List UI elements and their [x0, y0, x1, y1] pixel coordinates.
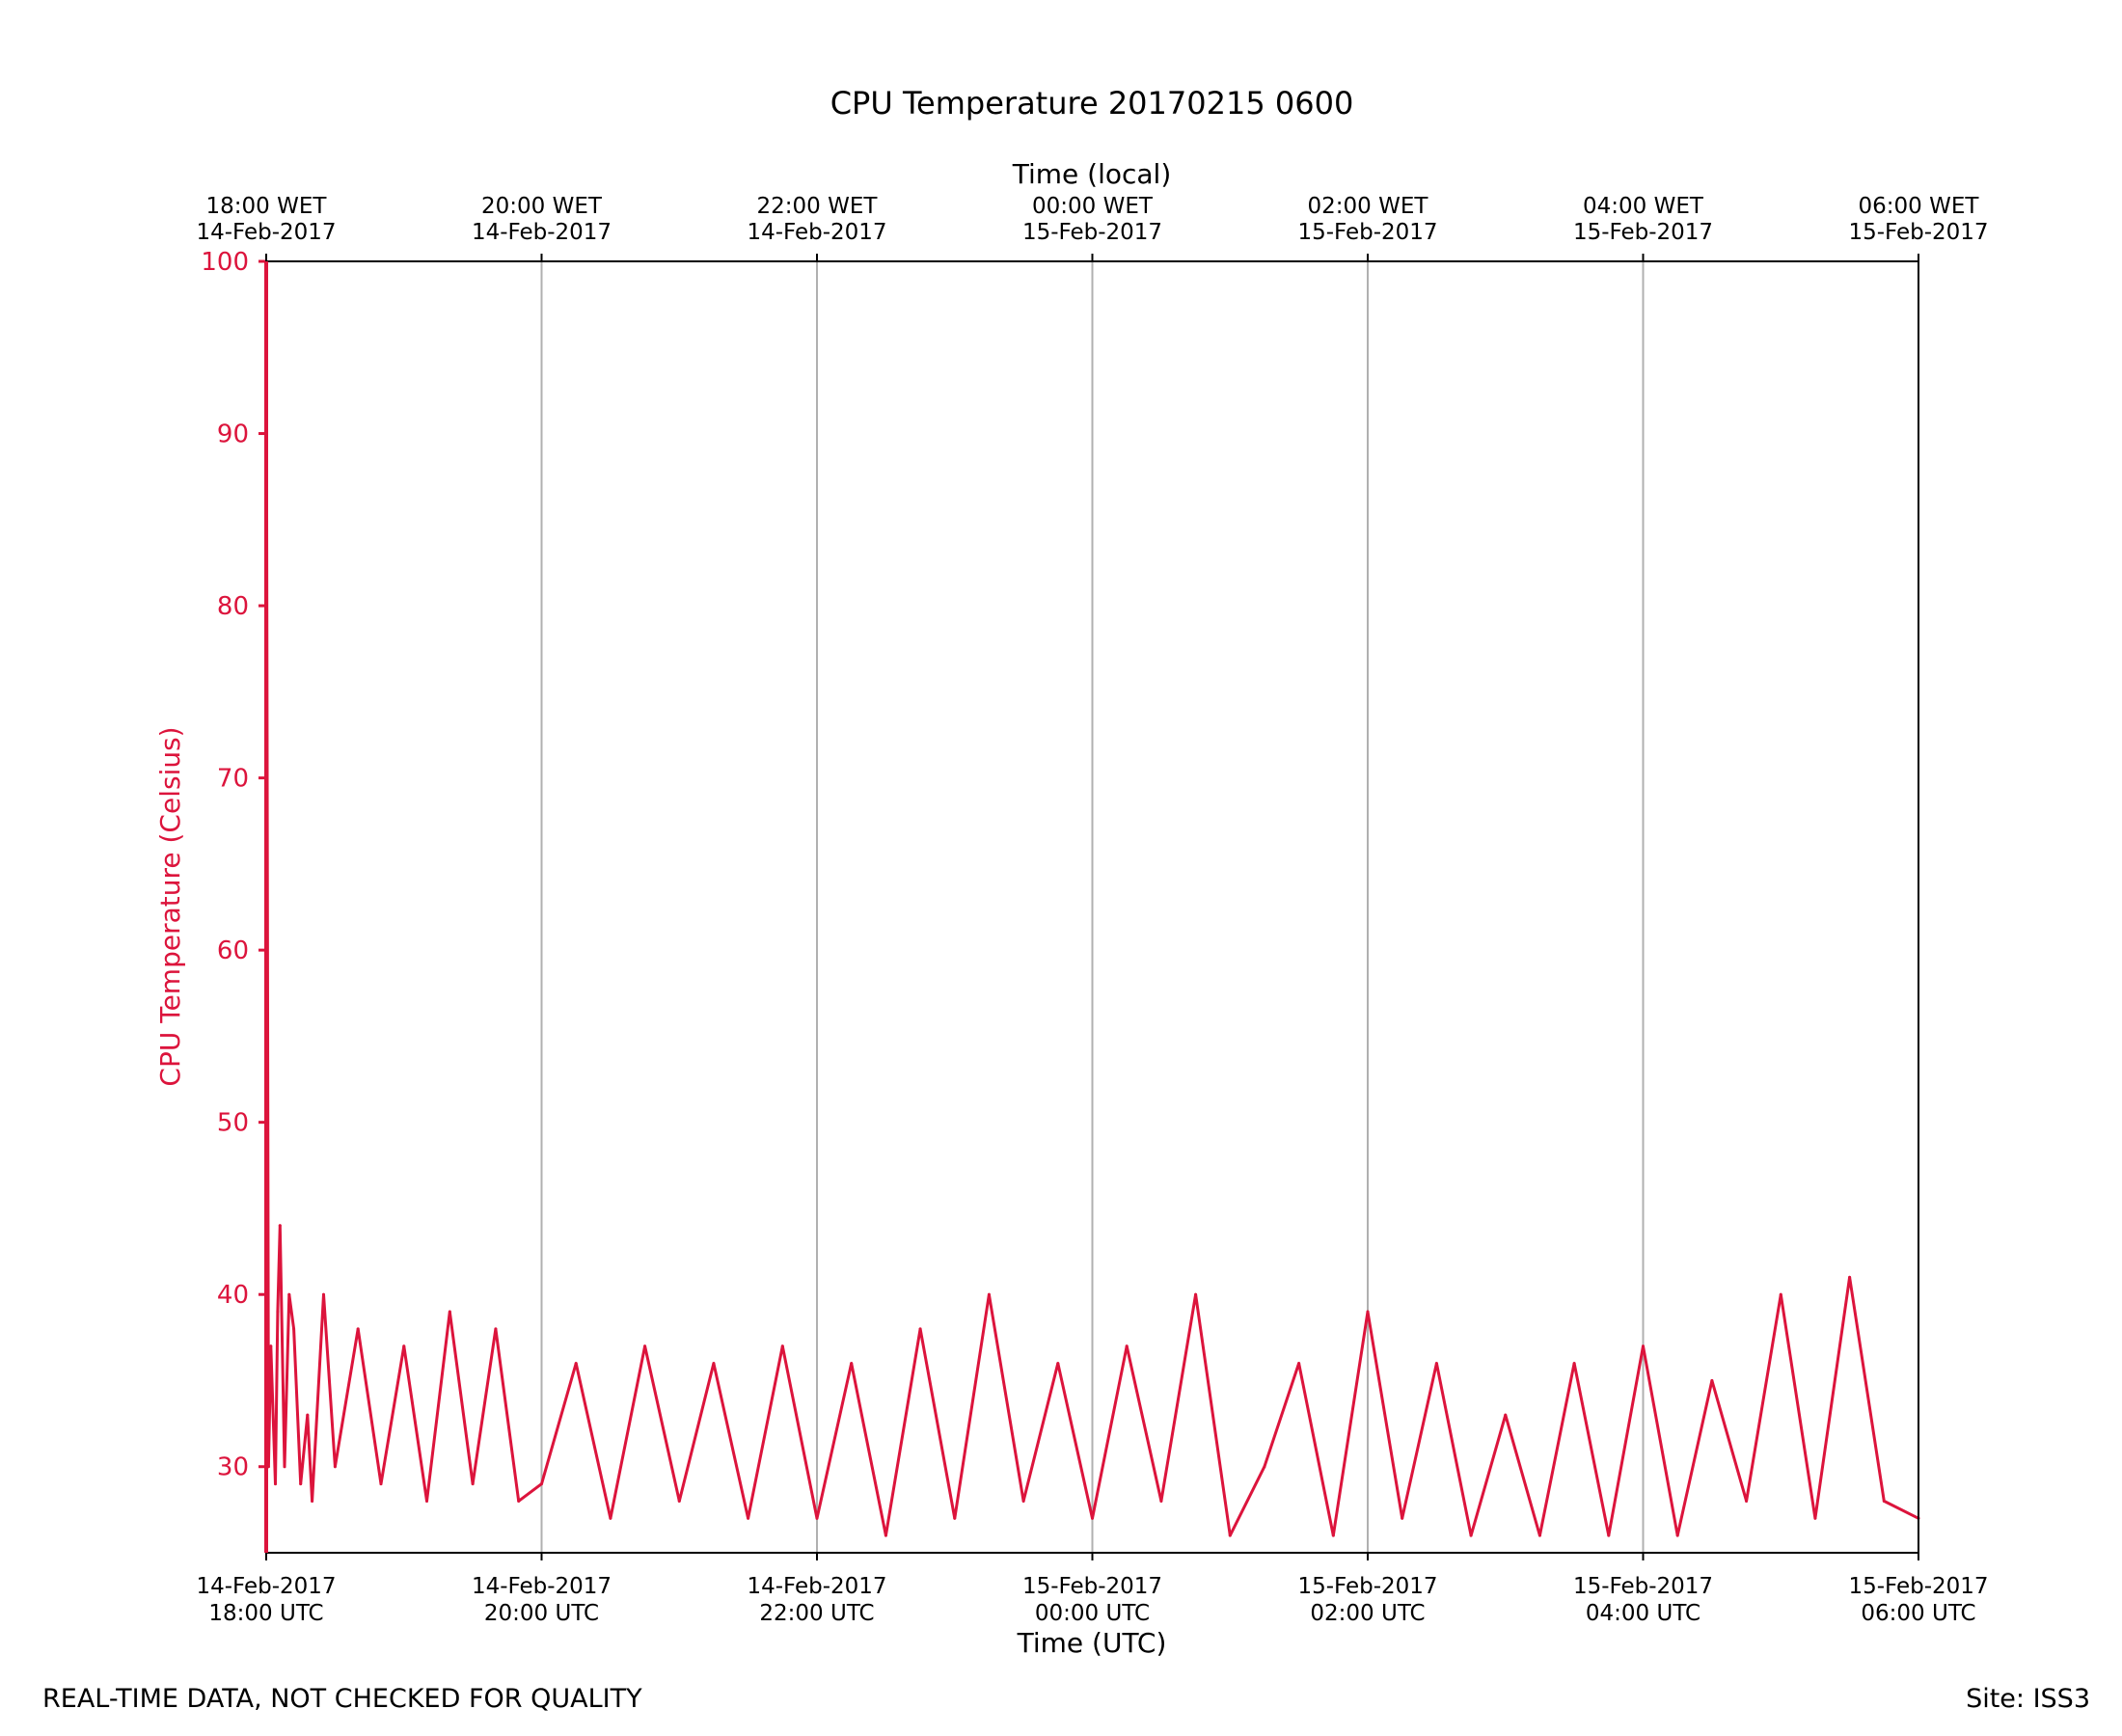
data-point [1159, 1499, 1163, 1503]
data-point [540, 1482, 543, 1486]
data-point [292, 1327, 296, 1331]
data-quality-note: REAL-TIME DATA, NOT CHECKED FOR QUALITY [42, 1684, 642, 1714]
data-point [333, 1465, 337, 1469]
x-tick-label-bottom: 15-Feb-2017 00:00 UTC [1022, 1574, 1162, 1626]
y-tick-label: 60 [217, 936, 249, 965]
y-ticks: 30 40 50 60 70 80 90 100 [201, 248, 266, 1482]
data-point [1194, 1292, 1198, 1296]
data-point [321, 1292, 325, 1296]
data-point [1091, 1516, 1094, 1520]
x-tick-label-bottom: 14-Feb-2017 20:00 UTC [472, 1574, 612, 1626]
x-tick-label-top: 00:00 WET 15-Feb-2017 [1022, 194, 1162, 245]
gridlines [540, 261, 1645, 1553]
data-point [1882, 1499, 1886, 1503]
data-point [1848, 1275, 1852, 1279]
data-point [884, 1533, 887, 1537]
data-point [1675, 1533, 1679, 1537]
data-point [1572, 1362, 1576, 1366]
y-tick-label: 70 [217, 765, 249, 794]
data-point [1297, 1362, 1301, 1366]
data-point [574, 1362, 578, 1366]
y-axis-label: CPU Temperature (Celsius) [154, 726, 186, 1086]
data-point [1331, 1533, 1335, 1537]
data-point [494, 1327, 498, 1331]
x-tick-label-bottom: 15-Feb-2017 06:00 UTC [1848, 1574, 1988, 1626]
data-point [283, 1465, 286, 1469]
data-point [918, 1327, 922, 1331]
data-point [953, 1516, 957, 1520]
site-label: Site: ISS3 [1966, 1684, 2090, 1714]
data-point [780, 1344, 784, 1348]
x-tick-label-top: 02:00 WET 15-Feb-2017 [1297, 194, 1437, 245]
data-point [1434, 1362, 1438, 1366]
top-axis-label: Time (local) [1012, 158, 1172, 190]
data-point [299, 1482, 303, 1486]
data-point [425, 1499, 429, 1503]
data-point [517, 1499, 521, 1503]
data-point [1263, 1465, 1266, 1469]
x-ticks: 14-Feb-2017 18:00 UTC 14-Feb-2017 20:00 UTC… [196, 194, 1988, 1626]
data-point [1710, 1378, 1714, 1382]
data-point [311, 1499, 314, 1503]
data-point [1056, 1362, 1060, 1366]
data-point [1366, 1310, 1370, 1314]
data-point [1779, 1292, 1782, 1296]
x-tick-label-bottom: 15-Feb-2017 04:00 UTC [1573, 1574, 1713, 1626]
data-point [448, 1310, 451, 1314]
x-tick-label-top: 20:00 WET 14-Feb-2017 [472, 194, 612, 245]
data-point [356, 1327, 360, 1331]
data-point [1401, 1516, 1404, 1520]
data-point [379, 1482, 383, 1486]
data-point [1228, 1533, 1232, 1537]
data-point [643, 1344, 647, 1348]
x-tick-label-top: 22:00 WET 14-Feb-2017 [747, 194, 886, 245]
data-point [609, 1516, 612, 1520]
data-point [1469, 1533, 1473, 1537]
data-point [987, 1292, 991, 1296]
data-point [402, 1344, 406, 1348]
data-point [1745, 1499, 1749, 1503]
data-point [278, 1224, 282, 1228]
data-point [1813, 1516, 1817, 1520]
data-point [1021, 1499, 1025, 1503]
data-point [306, 1413, 310, 1417]
y-tick-label: 30 [217, 1453, 249, 1482]
data-point [712, 1362, 716, 1366]
data-point [276, 1310, 280, 1314]
y-tick-label: 90 [217, 420, 249, 449]
y-tick-label: 40 [217, 1281, 249, 1310]
chart-title: CPU Temperature 20170215 0600 [830, 85, 1354, 122]
data-point [471, 1482, 475, 1486]
data-point [747, 1516, 750, 1520]
data-point [274, 1482, 278, 1486]
x-tick-label-bottom: 15-Feb-2017 02:00 UTC [1297, 1574, 1437, 1626]
data-point [287, 1292, 291, 1296]
y-tick-label: 100 [201, 248, 249, 277]
x-tick-label-top: 18:00 WET 14-Feb-2017 [196, 194, 336, 245]
y-tick-label: 80 [217, 592, 249, 621]
bottom-axis-label: Time (UTC) [1017, 1627, 1167, 1659]
x-tick-label-top: 06:00 WET 15-Feb-2017 [1848, 194, 1988, 245]
data-point [1125, 1344, 1129, 1348]
data-point [677, 1499, 681, 1503]
series-layer [264, 259, 1920, 1537]
data-point [815, 1516, 819, 1520]
x-tick-label-bottom: 14-Feb-2017 18:00 UTC [196, 1574, 336, 1626]
data-point [1642, 1344, 1645, 1348]
data-point [1537, 1533, 1541, 1537]
data-point [269, 1344, 273, 1348]
data-point [1607, 1533, 1611, 1537]
data-point [850, 1362, 854, 1366]
x-tick-label-bottom: 14-Feb-2017 22:00 UTC [747, 1574, 886, 1626]
data-point [1504, 1413, 1508, 1417]
y-tick-label: 50 [217, 1109, 249, 1138]
x-tick-label-top: 04:00 WET 15-Feb-2017 [1573, 194, 1713, 245]
